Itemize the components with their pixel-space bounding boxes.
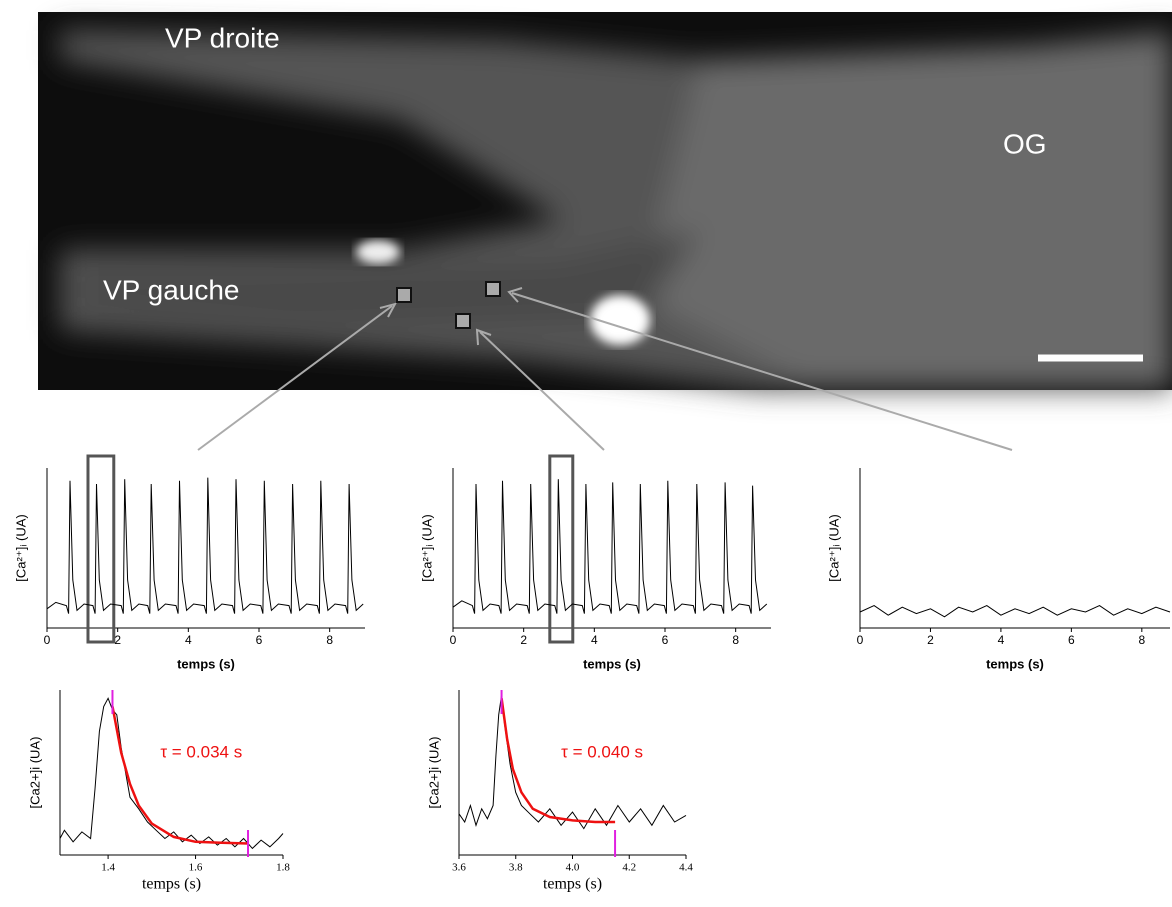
highlight-box [548, 454, 575, 644]
x-axis-label: temps (s) [543, 876, 602, 893]
annotation: τ = 0.034 s [160, 742, 242, 761]
x-tick-label: 8 [326, 633, 333, 647]
x-tick-label: 2 [114, 633, 121, 647]
x-axis-label: temps (s) [177, 656, 235, 671]
x-tick-label: 6 [662, 633, 669, 647]
x-axis-label: temps (s) [142, 876, 201, 893]
x-tick-label: 4.0 [566, 862, 580, 874]
trace [458, 694, 687, 830]
tissue [60, 30, 1172, 390]
annotation: τ = 0.040 s [561, 742, 643, 761]
y-axis-label: [Ca2+]i (UA) [27, 737, 42, 809]
x-tick-label: 8 [1138, 633, 1145, 647]
x-tick-label: 0 [857, 633, 864, 647]
image-label: OG [1003, 128, 1047, 159]
trace [111, 706, 249, 845]
x-axis-label: temps (s) [986, 656, 1044, 671]
x-tick-label: 0 [44, 633, 51, 647]
y-axis-label: [Ca²⁺]ᵢ (UA) [13, 514, 28, 581]
x-tick-label: 0 [450, 633, 457, 647]
x-tick-label: 4 [998, 633, 1005, 647]
x-tick-label: 1.8 [276, 862, 290, 874]
x-axis-label: temps (s) [583, 656, 641, 671]
x-tick-label: 6 [256, 633, 263, 647]
trace [46, 477, 364, 614]
x-tick-label: 8 [732, 633, 739, 647]
x-tick-label: 1.6 [189, 862, 203, 874]
y-axis-label: [Ca²⁺]ᵢ (UA) [826, 514, 841, 581]
x-tick-label: 3.8 [509, 862, 523, 874]
x-tick-label: 2 [927, 633, 934, 647]
trace [452, 479, 768, 614]
y-axis-label: [Ca²⁺]ᵢ (UA) [419, 514, 434, 581]
trace [859, 605, 1171, 618]
x-tick-label: 2 [520, 633, 527, 647]
x-tick-label: 3.6 [452, 862, 466, 874]
trace [59, 697, 284, 850]
x-tick-label: 6 [1068, 633, 1075, 647]
image-label: VP droite [165, 22, 280, 53]
trace [500, 698, 616, 824]
x-tick-label: 4 [591, 633, 598, 647]
image-label: VP gauche [103, 274, 240, 305]
roi-squares [396, 281, 501, 329]
x-tick-label: 4.4 [679, 862, 693, 874]
micrograph: VP droite VP gauche OG [38, 12, 1172, 451]
arrows [197, 287, 1013, 451]
highlight-box [86, 454, 116, 644]
bright-spot [356, 240, 400, 264]
x-tick-label: 1.4 [101, 862, 115, 874]
y-axis-label: [Ca2+]i (UA) [426, 737, 441, 809]
x-tick-label: 4.2 [622, 862, 636, 874]
x-tick-label: 4 [185, 633, 192, 647]
